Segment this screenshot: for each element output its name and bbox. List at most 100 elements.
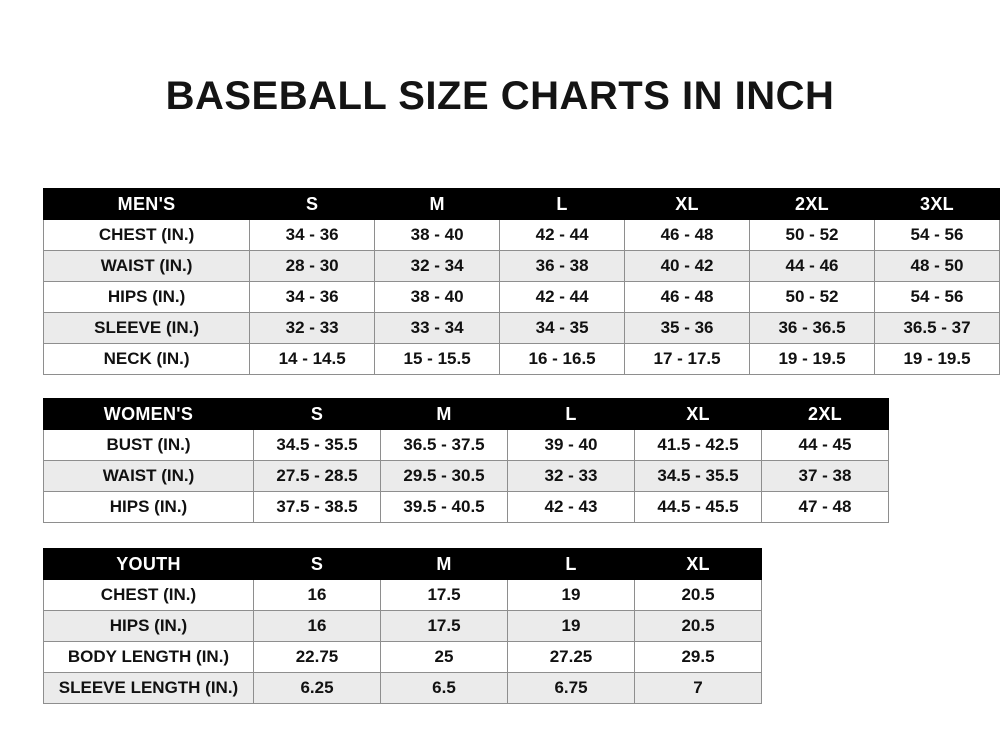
table-row: NECK (IN.) 14 - 14.5 15 - 15.5 16 - 16.5 17 … [42,343,1000,375]
measurement-cell: 39 - 40 [507,429,635,461]
measurement-cell: 36 - 38 [499,250,626,282]
measurement-cell: 44.5 - 45.5 [634,491,762,523]
womens-header-size-xl: XL [634,398,762,430]
measurement-cell: 16 [253,579,381,611]
mens-header-size-2xl: 2XL [749,188,875,220]
measurement-cell: 54 - 56 [874,281,1000,313]
table-row: CHEST (IN.) 34 - 36 38 - 40 42 - 44 46 - 48 5… [42,219,1000,251]
measurement-cell: 29.5 [634,641,762,673]
measurement-cell: 32 - 34 [374,250,501,282]
row-label: BODY LENGTH (IN.) [43,641,254,673]
row-label: HIPS (IN.) [43,491,254,523]
measurement-cell: 38 - 40 [374,219,501,251]
measurement-cell: 50 - 52 [749,281,875,313]
youth-header-row: YOUTH S M L XL [43,548,762,580]
womens-size-table: WOMEN'S S M L XL 2XL BUST (IN.) 34.5 - 35.5 36.… [43,398,889,523]
table-row: HIPS (IN.) 16 17.5 19 20.5 [43,610,762,642]
measurement-cell: 44 - 46 [749,250,875,282]
measurement-cell: 47 - 48 [761,491,889,523]
measurement-cell: 6.25 [253,672,381,704]
youth-header-category: YOUTH [43,548,254,580]
table-row: SLEEVE (IN.) 32 - 33 33 - 34 34 - 35 35 - 36… [42,312,1000,344]
row-label: CHEST (IN.) [43,579,254,611]
measurement-cell: 27.5 - 28.5 [253,460,381,492]
mens-table-head: MEN'S S M L XL 2XL 3XL [42,188,1000,220]
measurement-cell: 40 - 42 [624,250,751,282]
measurement-cell: 42 - 44 [499,219,626,251]
youth-header-size-s: S [253,548,381,580]
measurement-cell: 16 - 16.5 [499,343,626,375]
measurement-cell: 41.5 - 42.5 [634,429,762,461]
mens-header-size-m: M [374,188,501,220]
table-row: HIPS (IN.) 34 - 36 38 - 40 42 - 44 46 - 48 50… [42,281,1000,313]
row-label: HIPS (IN.) [42,281,251,313]
measurement-cell: 33 - 34 [374,312,501,344]
measurement-cell: 7 [634,672,762,704]
youth-header-size-l: L [507,548,635,580]
measurement-cell: 17.5 [380,610,508,642]
measurement-cell: 48 - 50 [874,250,1000,282]
measurement-cell: 6.75 [507,672,635,704]
table-row: SLEEVE LENGTH (IN.) 6.25 6.5 6.75 7 [43,672,762,704]
measurement-cell: 34.5 - 35.5 [253,429,381,461]
measurement-cell: 19 [507,610,635,642]
measurement-cell: 17 - 17.5 [624,343,751,375]
row-label: CHEST (IN.) [42,219,251,251]
mens-size-table: MEN'S S M L XL 2XL 3XL CHEST (IN.) 34 - 36 38 - … [42,188,1000,375]
measurement-cell: 44 - 45 [761,429,889,461]
mens-header-size-s: S [249,188,376,220]
mens-header-size-l: L [499,188,626,220]
measurement-cell: 36.5 - 37 [874,312,1000,344]
measurement-cell: 32 - 33 [249,312,376,344]
measurement-cell: 37 - 38 [761,460,889,492]
youth-header-size-m: M [380,548,508,580]
measurement-cell: 16 [253,610,381,642]
womens-table-head: WOMEN'S S M L XL 2XL [43,398,889,430]
measurement-cell: 39.5 - 40.5 [380,491,508,523]
table-row: HIPS (IN.) 37.5 - 38.5 39.5 - 40.5 42 - 43 4… [43,491,889,523]
measurement-cell: 15 - 15.5 [374,343,501,375]
measurement-cell: 46 - 48 [624,281,751,313]
measurement-cell: 42 - 44 [499,281,626,313]
measurement-cell: 54 - 56 [874,219,1000,251]
measurement-cell: 46 - 48 [624,219,751,251]
measurement-cell: 36.5 - 37.5 [380,429,508,461]
measurement-cell: 34 - 35 [499,312,626,344]
mens-table-body: CHEST (IN.) 34 - 36 38 - 40 42 - 44 46 - 48 5… [42,219,1000,375]
measurement-cell: 27.25 [507,641,635,673]
womens-header-row: WOMEN'S S M L XL 2XL [43,398,889,430]
measurement-cell: 28 - 30 [249,250,376,282]
measurement-cell: 22.75 [253,641,381,673]
measurement-cell: 35 - 36 [624,312,751,344]
measurement-cell: 37.5 - 38.5 [253,491,381,523]
mens-header-size-xl: XL [624,188,751,220]
womens-header-size-l: L [507,398,635,430]
measurement-cell: 38 - 40 [374,281,501,313]
measurement-cell: 17.5 [380,579,508,611]
page-title: BASEBALL SIZE CHARTS IN INCH [165,74,835,118]
mens-header-size-3xl: 3XL [874,188,1000,220]
row-label: NECK (IN.) [42,343,251,375]
table-row: CHEST (IN.) 16 17.5 19 20.5 [43,579,762,611]
measurement-cell: 6.5 [380,672,508,704]
youth-size-table: YOUTH S M L XL CHEST (IN.) 16 17.5 19 20.5 HIPS (… [43,548,762,704]
measurement-cell: 19 - 19.5 [749,343,875,375]
mens-header-row: MEN'S S M L XL 2XL 3XL [42,188,1000,220]
row-label: HIPS (IN.) [43,610,254,642]
measurement-cell: 29.5 - 30.5 [380,460,508,492]
womens-table-body: BUST (IN.) 34.5 - 35.5 36.5 - 37.5 39 - 40 4… [43,429,889,523]
youth-table-head: YOUTH S M L XL [43,548,762,580]
measurement-cell: 50 - 52 [749,219,875,251]
measurement-cell: 34.5 - 35.5 [634,460,762,492]
youth-table-body: CHEST (IN.) 16 17.5 19 20.5 HIPS (IN.) 16 17.5 1… [43,579,762,704]
measurement-cell: 19 - 19.5 [874,343,1000,375]
row-label: WAIST (IN.) [43,460,254,492]
row-label: BUST (IN.) [43,429,254,461]
womens-header-size-s: S [253,398,381,430]
womens-header-size-m: M [380,398,508,430]
measurement-cell: 34 - 36 [249,281,376,313]
measurement-cell: 36 - 36.5 [749,312,875,344]
measurement-cell: 42 - 43 [507,491,635,523]
measurement-cell: 32 - 33 [507,460,635,492]
